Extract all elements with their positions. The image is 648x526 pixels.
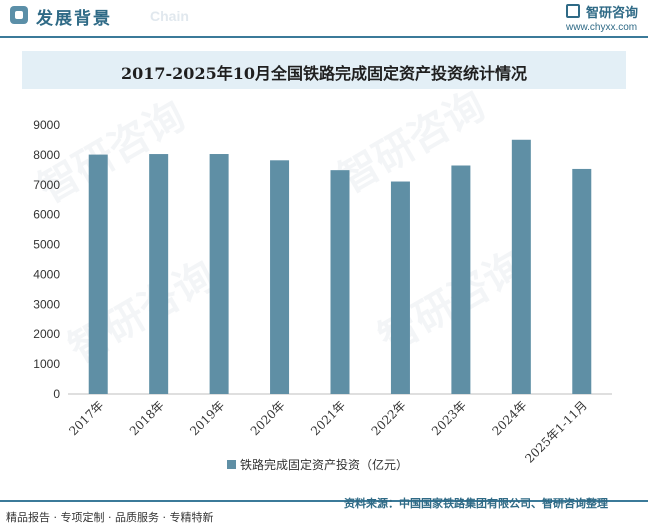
- bar: [88, 154, 108, 394]
- chart-title-band: [22, 51, 626, 89]
- x-tick-label: 2022年: [369, 398, 409, 438]
- brand-url: www.chyxx.com: [566, 22, 638, 33]
- footer-divider: [0, 500, 648, 502]
- bar: [451, 165, 471, 394]
- y-tick-label: 6000: [33, 208, 60, 222]
- y-tick-label: 4000: [33, 267, 60, 281]
- bar: [511, 139, 531, 394]
- x-tick-label: 2021年: [308, 398, 348, 438]
- x-tick-label: 2023年: [429, 398, 469, 438]
- y-tick-label: 2000: [33, 327, 60, 341]
- section-subtitle: Chain: [150, 8, 189, 24]
- x-tick-label: 2018年: [127, 398, 167, 438]
- x-tick-label: 2019年: [187, 398, 227, 438]
- footer-source: 资料来源：中国国家铁路集团有限公司、智研咨询整理: [344, 497, 608, 510]
- legend-label: 铁路完成固定资产投资（亿元）: [240, 458, 409, 472]
- brand-name: 智研咨询: [586, 6, 639, 21]
- section-title: 发展背景: [36, 9, 112, 29]
- y-tick-label: 1000: [33, 357, 60, 371]
- chart-title: 2017-2025年10月全国铁路完成固定资产投资统计情况: [121, 64, 527, 83]
- bar: [330, 170, 350, 394]
- y-tick-label: 9000: [33, 118, 60, 132]
- x-tick-label: 2020年: [248, 398, 288, 438]
- y-tick-label: 5000: [33, 238, 60, 252]
- x-tick-label: 2017年: [66, 398, 106, 438]
- header-divider: [0, 36, 648, 38]
- x-tick-label: 2024年: [489, 398, 529, 438]
- bar: [149, 154, 169, 394]
- bar: [572, 168, 592, 394]
- y-tick-label: 0: [53, 387, 60, 401]
- y-tick-label: 8000: [33, 148, 60, 162]
- footer-tagline: 精品报告 · 专项定制 · 品质服务 · 专精特新: [6, 511, 214, 524]
- x-tick-label: 2025年1-11月: [522, 398, 590, 466]
- bar: [390, 181, 410, 394]
- page-header: 发展背景 Chain 智研咨询 www.chyxx.com: [0, 0, 648, 34]
- y-tick-label: 7000: [33, 178, 60, 192]
- bar: [209, 154, 229, 394]
- bar: [270, 160, 290, 394]
- y-tick-label: 3000: [33, 297, 60, 311]
- brand-logo-icon: [566, 4, 580, 18]
- legend-swatch: [227, 460, 236, 469]
- section-icon: [10, 6, 28, 24]
